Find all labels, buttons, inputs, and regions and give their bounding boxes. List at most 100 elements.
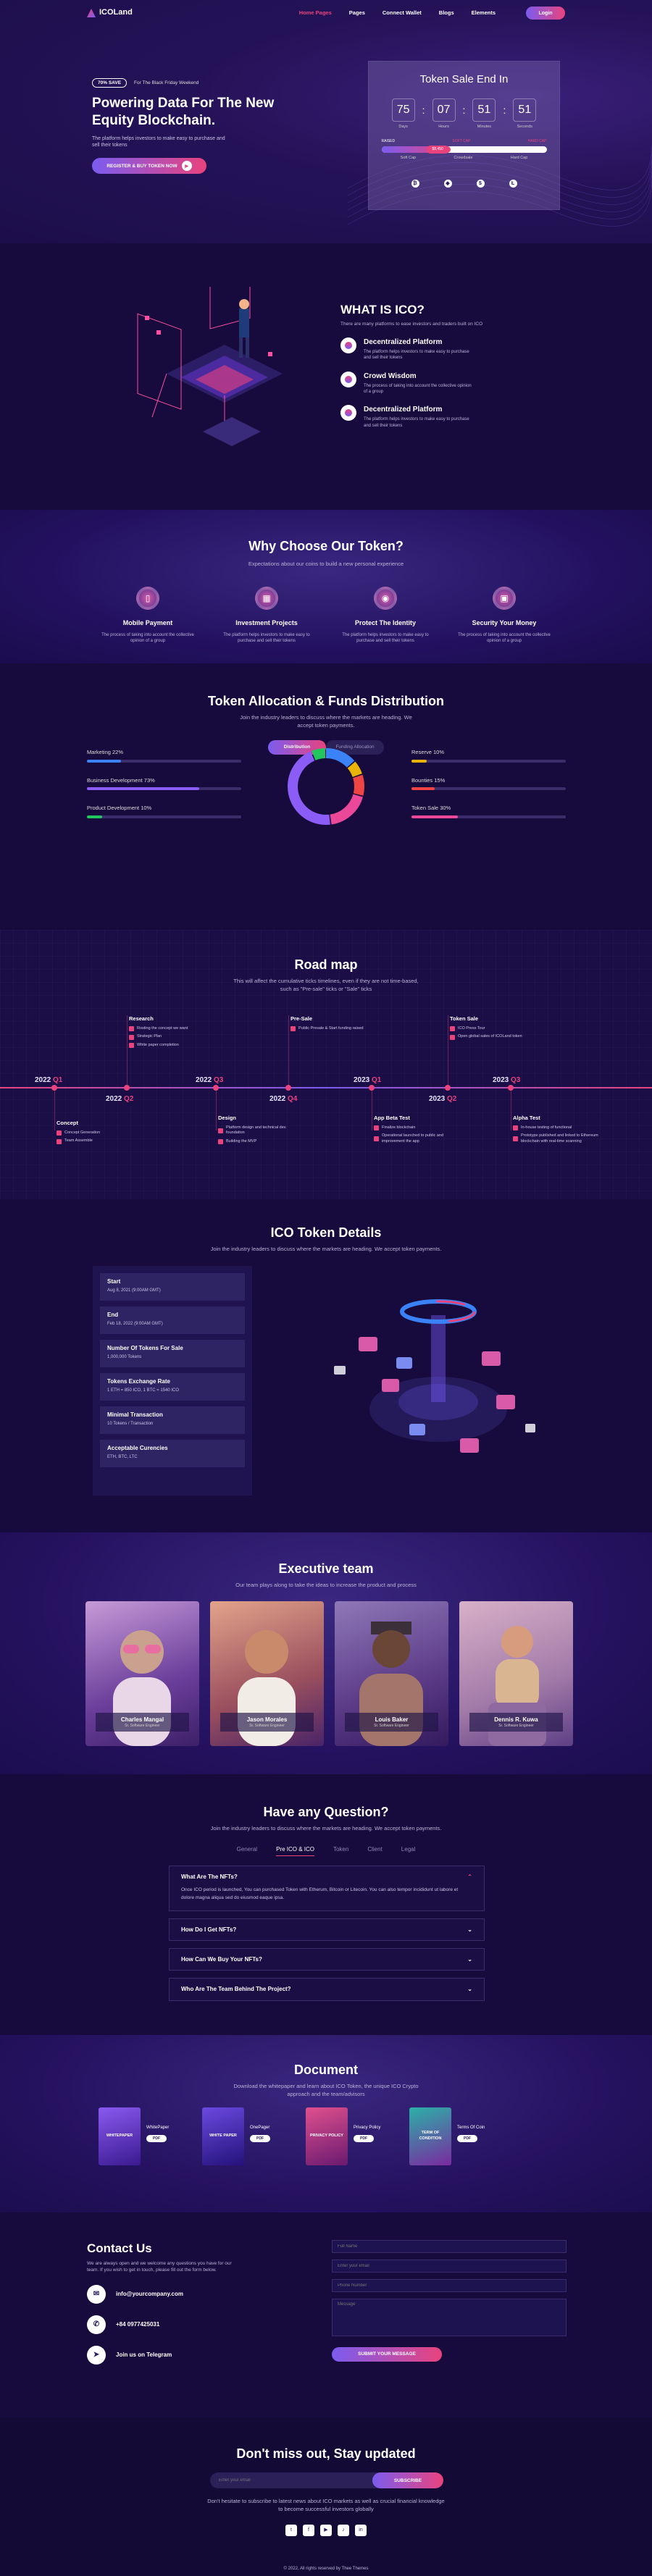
chevron-down-icon: ⌄ <box>467 1956 472 1963</box>
allocation-bar-fill <box>411 815 458 818</box>
tab-token[interactable]: Token <box>333 1846 349 1853</box>
check-icon <box>450 1025 455 1031</box>
nav-item-pages[interactable]: Pages <box>348 9 365 16</box>
contact-phone[interactable]: ✆ +84 0977425031 <box>87 2315 261 2334</box>
document-cover[interactable]: WHITEPAPER <box>99 2107 141 2165</box>
pdf-download-button[interactable]: PDF <box>250 2135 270 2143</box>
contact-section: Contact Us We are always open and we wel… <box>0 2212 652 2417</box>
logo[interactable]: ICOLand <box>87 7 133 18</box>
check-icon <box>57 1138 62 1144</box>
subscribe-button[interactable]: SUBSCRIBE <box>372 2472 443 2488</box>
why-item: ▯ Mobile Payment The process of taking int… <box>97 587 198 644</box>
hero-section: ICOLand Home Pages Pages Connect Wallet … <box>0 0 652 243</box>
nav-item-elements[interactable]: Elements <box>471 9 496 16</box>
isometric-platform-illustration <box>334 1299 535 1453</box>
payment-methods: ₿ ◆ $ Ł <box>369 180 559 188</box>
document-cover[interactable]: PRIVACY POLICY <box>306 2107 348 2165</box>
roadmap-title: Road map <box>294 957 358 972</box>
roadmap-event-research: Research Rosting the concept we want Str… <box>129 1015 188 1049</box>
logo-icon <box>87 8 96 17</box>
roadmap-event-concept: Concept Concept Generation Team Assemble <box>57 1120 101 1144</box>
full-name-field[interactable] <box>332 2240 567 2253</box>
phone-icon: ✆ <box>87 2315 106 2334</box>
document-cover[interactable]: WHITE PAPER <box>202 2107 244 2165</box>
facebook-icon[interactable]: f <box>303 2525 314 2536</box>
timeline-dot <box>51 1085 57 1091</box>
ethereum-icon: ◆ <box>443 180 452 188</box>
linkedin-icon[interactable]: in <box>355 2525 367 2536</box>
decentralized-icon <box>340 405 356 421</box>
mail-icon: ✉ <box>87 2284 106 2304</box>
faq-item[interactable]: What Are The NFTs? ⌃ Once ICO period is la… <box>169 1866 485 1911</box>
badge-text: For The Black Friday Weekend <box>134 80 199 85</box>
nav-item-connect-wallet[interactable]: Connect Wallet <box>382 9 422 16</box>
team-member-card[interactable]: Charles Mangal Sr. Software Engineer <box>85 1601 199 1746</box>
document-item: TERM OF CONDITION Terms Of Coin PDF <box>409 2107 495 2165</box>
countdown-hours: 07 <box>432 98 456 122</box>
contact-email[interactable]: ✉ info@yourcompany.com <box>87 2284 261 2304</box>
year-label: 2022 Q3 <box>196 1076 224 1084</box>
token-sale-card: Token Sale End In 75 Days : 07 Hours : 51 M… <box>368 61 560 210</box>
what-is-ico-section: WHAT IS ICO? There are many platforms to… <box>0 243 652 510</box>
check-icon <box>218 1128 223 1133</box>
contact-telegram[interactable]: ➤ Join us on Telegram <box>87 2345 261 2365</box>
allocation-section: Token Allocation & Funds Distribution Jo… <box>0 663 652 930</box>
tab-legal[interactable]: Legal <box>401 1846 416 1853</box>
why-item: ▦ Investment Projects The platform helps i… <box>216 587 317 644</box>
document-item: WHITEPAPER WhitePaper PDF <box>99 2107 184 2165</box>
roadmap-section: Road map This will affect the cumulative… <box>0 930 652 1199</box>
timeline-dot <box>213 1085 219 1091</box>
pdf-download-button[interactable]: PDF <box>146 2135 167 2143</box>
twitter-icon[interactable]: t <box>285 2525 297 2536</box>
check-icon <box>57 1130 62 1136</box>
allocation-bar-fill <box>87 815 103 818</box>
faq-item[interactable]: How Can We Buy Your NFTs? ⌄ <box>169 1948 485 1971</box>
team-member-card[interactable]: Jason Morales Sr. Software Engineer <box>210 1601 324 1746</box>
message-field[interactable] <box>332 2299 567 2336</box>
document-section: Document Download the whitepaper and lea… <box>0 2035 652 2212</box>
tab-funding-allocation[interactable]: Funding Allocation <box>326 739 384 755</box>
nav-item-blogs[interactable]: Blogs <box>438 9 454 16</box>
team-member-card[interactable]: Dennis R. Kuwa Sr. Software Engineer <box>459 1601 573 1746</box>
allocation-bar-label: Token Sale 30% <box>411 805 451 811</box>
document-title: Document <box>293 2063 358 2077</box>
tab-general[interactable]: General <box>236 1846 258 1853</box>
subscribe-email-input[interactable] <box>210 2472 372 2488</box>
allocation-bars-right: Reserve 10% Bounties 15% Token Sale 30% <box>411 749 566 833</box>
faq-section: Have any Question? Join the industry lea… <box>0 1774 652 2035</box>
sale-title: Token Sale End In <box>419 73 509 85</box>
login-button[interactable]: Login <box>526 7 565 20</box>
tab-client[interactable]: Client <box>367 1846 383 1853</box>
year-label: 2022 Q2 <box>106 1095 134 1103</box>
team-title: Executive team <box>278 1561 374 1576</box>
allocation-bar-fill <box>87 759 121 763</box>
allocation-tabs: Distribution Funding Allocation <box>0 739 652 755</box>
hero-title: Powering Data For The New Equity Blockch… <box>92 96 275 128</box>
allocation-bar: Business Development 73% <box>87 777 241 790</box>
team-member-card[interactable]: Louis Baker Sr. Software Engineer <box>335 1601 448 1746</box>
allocation-bar: Marketing 22% <box>87 749 241 763</box>
check-icon <box>513 1125 518 1130</box>
tab-pre-ico[interactable]: Pre ICO & ICO <box>276 1845 314 1856</box>
phone-field[interactable] <box>332 2279 567 2292</box>
document-cover[interactable]: TERM OF CONDITION <box>409 2107 451 2165</box>
timeline-dot <box>508 1085 514 1091</box>
faq-item[interactable]: How Do I Get NFTs? ⌄ <box>169 1918 485 1942</box>
email-field[interactable] <box>332 2260 567 2273</box>
tab-distribution[interactable]: Distribution <box>268 739 326 755</box>
feature-item: Decentralized Platform The platform helps… <box>340 337 514 361</box>
register-buy-button[interactable]: REGISTER & BUY TOKEN NOW ▶ <box>92 158 206 175</box>
telegram-icon: ➤ <box>87 2345 106 2365</box>
pdf-download-button[interactable]: PDF <box>457 2135 477 2143</box>
nav-item-home[interactable]: Home Pages <box>298 9 332 16</box>
roadmap-event-alpha-test: Alpha Test In-house testing of functiona… <box>513 1115 598 1144</box>
pdf-download-button[interactable]: PDF <box>354 2135 374 2143</box>
chevron-down-icon: ⌄ <box>467 1986 472 1993</box>
faq-item[interactable]: Who Are The Team Behind The Project? ⌄ <box>169 1978 485 2001</box>
submit-message-button[interactable]: SUBMIT YOUR MESSAGE <box>332 2346 442 2362</box>
youtube-icon[interactable]: ▶ <box>320 2525 332 2536</box>
allocation-bar-label: Bounties 15% <box>411 776 446 784</box>
countdown-minutes: 51 <box>472 98 496 122</box>
tiktok-icon[interactable]: ♪ <box>338 2525 349 2536</box>
document-item: PRIVACY POLICY Privacy Policy PDF <box>306 2107 391 2165</box>
